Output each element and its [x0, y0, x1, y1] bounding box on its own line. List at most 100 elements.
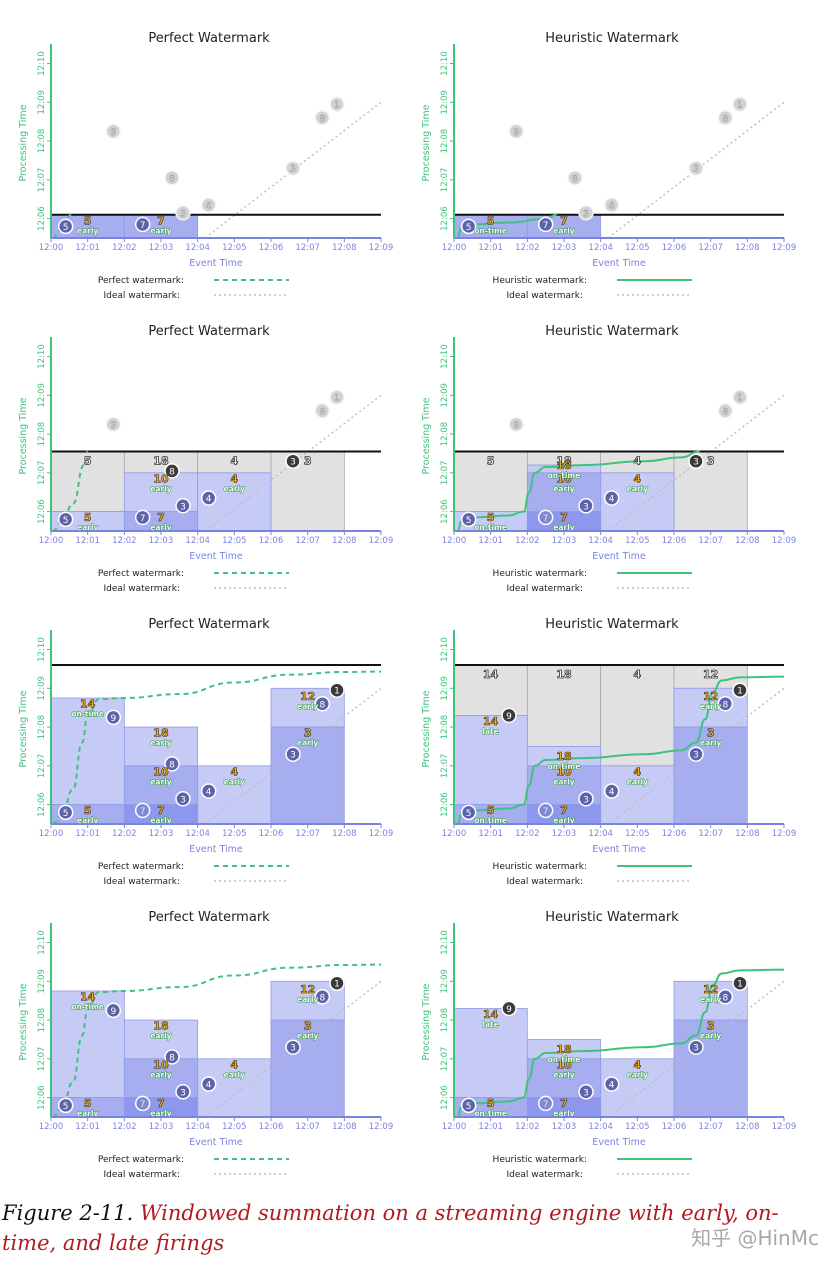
legend-ideal-label: Ideal watermark:: [507, 877, 584, 887]
result-value: 5: [487, 511, 495, 524]
data-point-marker: [134, 216, 151, 233]
watermark-curve: [52, 963, 382, 1118]
result-value: 10: [556, 765, 572, 778]
data-point-value: 8: [169, 1053, 175, 1063]
data-point-value: 9: [506, 1005, 512, 1015]
y-axis-title: Processing Time: [421, 983, 432, 1060]
y-tick-label: 12:06: [440, 792, 450, 817]
caption-label: Figure 2-11.: [2, 1201, 134, 1225]
y-axis-title: Processing Time: [421, 690, 432, 767]
y-tick-label: 12:08: [440, 715, 450, 740]
result-value: 10: [153, 765, 169, 778]
y-tick-label: 12:08: [37, 1008, 47, 1033]
data-point-value: 9: [513, 421, 519, 431]
data-point-marker: [164, 756, 180, 772]
data-point-marker: [200, 197, 217, 213]
data-point-value: 3: [180, 209, 186, 219]
x-tick-label: 12:01: [75, 243, 100, 253]
x-tick-label: 12:05: [222, 829, 247, 839]
result-value: 7: [157, 1097, 165, 1110]
x-tick-label: 12:00: [442, 829, 467, 839]
data-point-value: 7: [543, 1100, 549, 1110]
result-value: 3: [707, 1020, 715, 1033]
y-tick-label: 12:07: [440, 168, 450, 193]
data-point-marker: [164, 463, 180, 479]
result-value: 3: [304, 727, 312, 740]
credit-watermark: 知乎 @HinMc: [691, 1226, 819, 1250]
window-pane: [673, 1019, 748, 1118]
result-tag: early: [553, 1109, 574, 1118]
x-tick-label: 12:08: [735, 536, 760, 546]
data-point-marker: [105, 709, 122, 726]
result-value: 18: [556, 459, 571, 472]
data-point-marker: [603, 197, 620, 213]
pane-sum-label: 4: [634, 668, 642, 681]
x-tick-label: 12:07: [698, 829, 723, 839]
result-value: 14: [80, 991, 96, 1004]
data-point-marker: [285, 746, 301, 762]
x-tick-label: 12:03: [149, 1122, 174, 1132]
data-point-value: 5: [63, 809, 69, 819]
x-tick-label: 12:07: [295, 1122, 320, 1132]
y-tick-label: 12:10: [440, 51, 450, 76]
x-tick-label: 12:09: [369, 1122, 394, 1132]
window-pane: [673, 726, 748, 825]
chart-title: Heuristic Watermark: [545, 617, 679, 632]
y-tick-label: 12:07: [37, 168, 47, 193]
x-tick-label: 12:00: [442, 243, 467, 253]
data-point-value: 3: [583, 1088, 589, 1098]
x-tick-label: 12:05: [222, 1122, 247, 1132]
legend-ideal-label: Ideal watermark:: [104, 877, 181, 887]
result-value: 12: [703, 983, 718, 996]
data-point-value: 1: [737, 687, 743, 697]
result-tag: on-time: [474, 523, 507, 532]
x-tick-label: 12:02: [515, 1122, 540, 1132]
data-point-marker: [329, 682, 345, 698]
result-value: 14: [80, 698, 96, 711]
result-tag: on-time: [474, 1109, 507, 1118]
result-value: 7: [560, 804, 568, 817]
data-point-value: 3: [693, 1044, 699, 1054]
x-tick-label: 12:02: [112, 243, 137, 253]
data-point-value: 3: [693, 751, 699, 761]
x-tick-label: 12:01: [478, 829, 503, 839]
chart-title: Heuristic Watermark: [545, 31, 679, 46]
pane-sum-label: 4: [634, 455, 642, 468]
result-tag: early: [700, 1032, 721, 1041]
pane-sum-label: 14: [483, 668, 499, 681]
x-tick-label: 12:07: [295, 829, 320, 839]
data-point-value: 1: [737, 394, 743, 404]
y-tick-label: 12:08: [440, 422, 450, 447]
data-point-marker: [164, 1049, 180, 1065]
result-tag: early: [553, 226, 574, 235]
y-tick-label: 12:06: [440, 499, 450, 524]
data-point-marker: [578, 205, 594, 221]
x-axis-title: Event Time: [189, 1137, 243, 1148]
y-tick-label: 12:09: [440, 90, 450, 115]
data-point-marker: [134, 509, 151, 526]
result-tag: early: [297, 702, 318, 711]
data-point-marker: [175, 1084, 191, 1100]
x-tick-label: 12:07: [295, 536, 320, 546]
data-point-marker: [717, 696, 734, 712]
result-tag: early: [700, 995, 721, 1004]
x-tick-label: 12:01: [478, 1122, 503, 1132]
data-point-marker: [537, 802, 554, 819]
y-tick-label: 12:10: [37, 344, 47, 369]
data-point-marker: [537, 509, 554, 526]
result-tag: early: [150, 816, 171, 825]
result-tag: early: [77, 226, 98, 235]
x-tick-label: 12:08: [332, 243, 357, 253]
y-tick-label: 12:06: [37, 206, 47, 231]
data-point-value: 1: [737, 980, 743, 990]
x-tick-label: 12:03: [552, 243, 577, 253]
data-point-value: 8: [319, 700, 325, 710]
data-point-marker: [105, 1002, 122, 1019]
data-point-value: 1: [334, 980, 340, 990]
x-tick-label: 12:05: [222, 243, 247, 253]
chart-title: Perfect Watermark: [148, 617, 270, 632]
result-value: 12: [300, 983, 315, 996]
result-tag: early: [77, 816, 98, 825]
